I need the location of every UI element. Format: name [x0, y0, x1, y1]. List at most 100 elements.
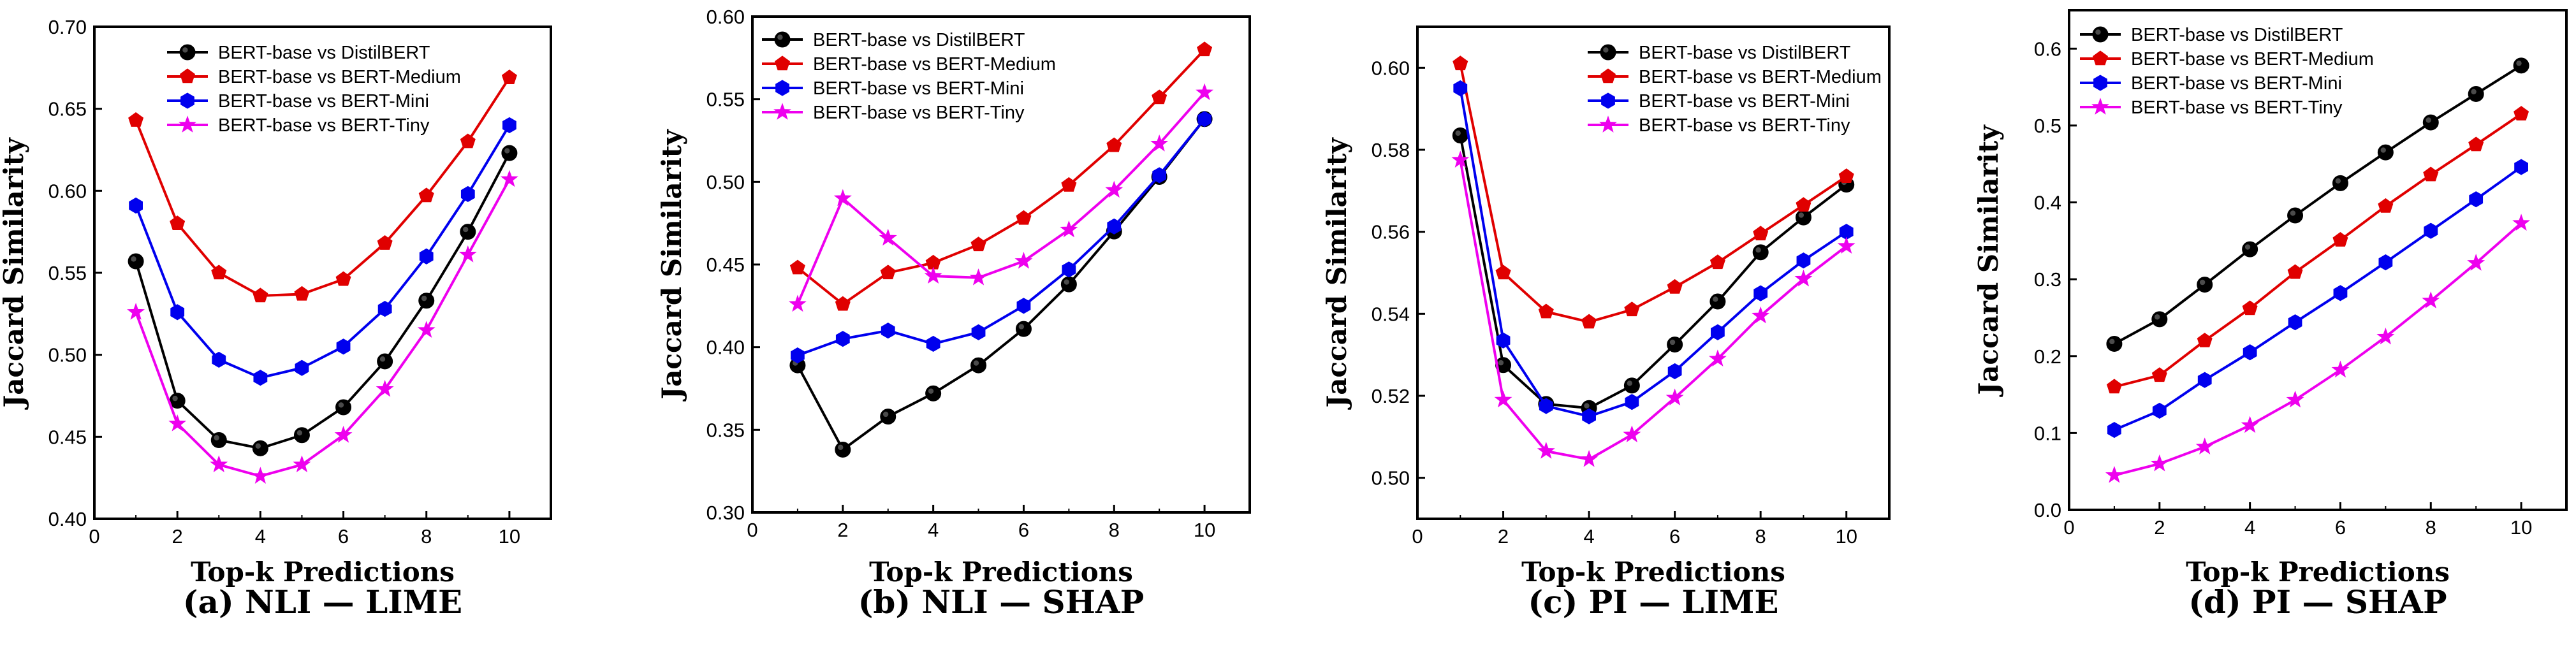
- data-point: [2424, 222, 2438, 239]
- data-point: [1494, 390, 1512, 408]
- x-axis-title: Top-k Predictions: [191, 556, 455, 588]
- data-point: [1107, 218, 1122, 235]
- data-point: [2241, 416, 2259, 433]
- data-point: [2197, 372, 2212, 388]
- data-point: [2197, 277, 2213, 293]
- series-2: [2107, 159, 2528, 438]
- x-tick-label: 0: [89, 525, 99, 547]
- series-2: [791, 111, 1211, 364]
- data-point: [1665, 388, 1684, 406]
- data-point: [1106, 137, 1122, 152]
- data-point: [460, 185, 475, 203]
- data-point: [2288, 314, 2302, 331]
- data-point: [1152, 89, 1167, 105]
- series-1: [789, 41, 1213, 311]
- data-point: [1016, 210, 1032, 225]
- data-point: [1838, 168, 1854, 184]
- x-tick-label: 10: [2510, 516, 2532, 539]
- legend-marker: [1599, 115, 1617, 133]
- x-axis-title: Top-k Predictions: [869, 556, 1133, 588]
- data-point: [1752, 306, 1770, 324]
- data-point: [253, 370, 268, 386]
- data-point: [1061, 177, 1077, 192]
- data-point: [2197, 333, 2213, 347]
- data-point-highlight: [2426, 117, 2431, 123]
- data-point-highlight: [255, 443, 261, 449]
- y-tick-label: 0.45: [48, 426, 87, 448]
- data-point: [1537, 442, 1555, 459]
- y-tick-label: 0.54: [1372, 303, 1410, 325]
- data-point-highlight: [973, 360, 979, 366]
- data-point: [419, 248, 434, 265]
- data-point-highlight: [1018, 324, 1025, 330]
- data-point: [1625, 394, 1639, 410]
- data-point: [1152, 167, 1167, 184]
- legend-marker: [179, 44, 196, 61]
- data-point: [969, 268, 988, 286]
- data-point-highlight: [338, 402, 344, 408]
- legend-marker: [775, 80, 789, 96]
- data-point: [1060, 220, 1078, 238]
- data-point: [2377, 144, 2394, 161]
- legend: BERT-base vs DistilBERT BERT-base vs BERT…: [762, 30, 1056, 123]
- data-point: [1016, 298, 1031, 314]
- data-point: [1539, 398, 1553, 414]
- legend-marker: [1600, 44, 1616, 61]
- y-tick-label: 0.50: [48, 344, 87, 366]
- legend-label: BERT-base vs DistilBERT: [2131, 25, 2343, 45]
- data-point: [835, 296, 851, 311]
- data-point: [1796, 197, 1811, 212]
- series-line: [1459, 63, 1847, 324]
- panel-caption: (c) PI — LIME: [1528, 583, 1779, 621]
- data-point-highlight: [2244, 244, 2251, 250]
- data-point: [2105, 466, 2123, 483]
- data-point: [2287, 264, 2303, 279]
- data-point: [1062, 261, 1076, 278]
- data-point: [2378, 254, 2393, 271]
- data-point: [2512, 214, 2531, 231]
- data-point-highlight: [296, 430, 303, 436]
- series-1: [2106, 106, 2529, 394]
- data-point: [880, 265, 896, 280]
- data-point: [1538, 303, 1554, 319]
- legend-label: BERT-base vs BERT-Mini: [218, 91, 429, 112]
- data-point: [1667, 363, 1682, 379]
- data-point: [170, 215, 186, 231]
- series-line: [796, 91, 1206, 305]
- legend: BERT-base vs DistilBERT BERT-base vs BERT…: [167, 43, 461, 136]
- data-point: [925, 385, 942, 402]
- data-point: [2333, 285, 2348, 301]
- data-point: [1014, 252, 1033, 269]
- panel-caption: (d) PI — SHAP: [2188, 583, 2447, 621]
- data-point: [2242, 300, 2258, 315]
- data-point-highlight: [1627, 380, 1632, 386]
- series-0: [789, 111, 1213, 458]
- y-tick-label: 0.40: [48, 508, 87, 530]
- data-point: [1709, 293, 1726, 310]
- data-point: [2513, 57, 2529, 74]
- y-tick-label: 0.50: [706, 171, 745, 193]
- data-point: [2242, 241, 2258, 257]
- y-tick-label: 0.70: [48, 16, 87, 38]
- data-point: [377, 235, 393, 250]
- data-point-highlight: [1584, 403, 1590, 409]
- data-point: [879, 228, 897, 246]
- data-point: [881, 322, 895, 339]
- x-tick-label: 10: [1835, 525, 1857, 547]
- series-line: [1459, 135, 1847, 410]
- data-point: [1496, 332, 1511, 349]
- series-line: [1459, 88, 1847, 418]
- data-point: [128, 112, 144, 127]
- data-point: [127, 303, 145, 320]
- panel-caption: (b) NLI — SHAP: [858, 583, 1145, 621]
- data-point: [924, 266, 942, 284]
- x-tick-label: 6: [1018, 519, 1029, 541]
- data-point: [1196, 83, 1214, 101]
- data-point: [501, 145, 518, 161]
- data-point: [1452, 127, 1468, 143]
- data-point: [211, 265, 227, 280]
- series-line: [2113, 64, 2522, 345]
- legend-marker: [2093, 50, 2108, 66]
- y-tick-label: 0.40: [706, 337, 745, 359]
- data-point: [2423, 166, 2439, 182]
